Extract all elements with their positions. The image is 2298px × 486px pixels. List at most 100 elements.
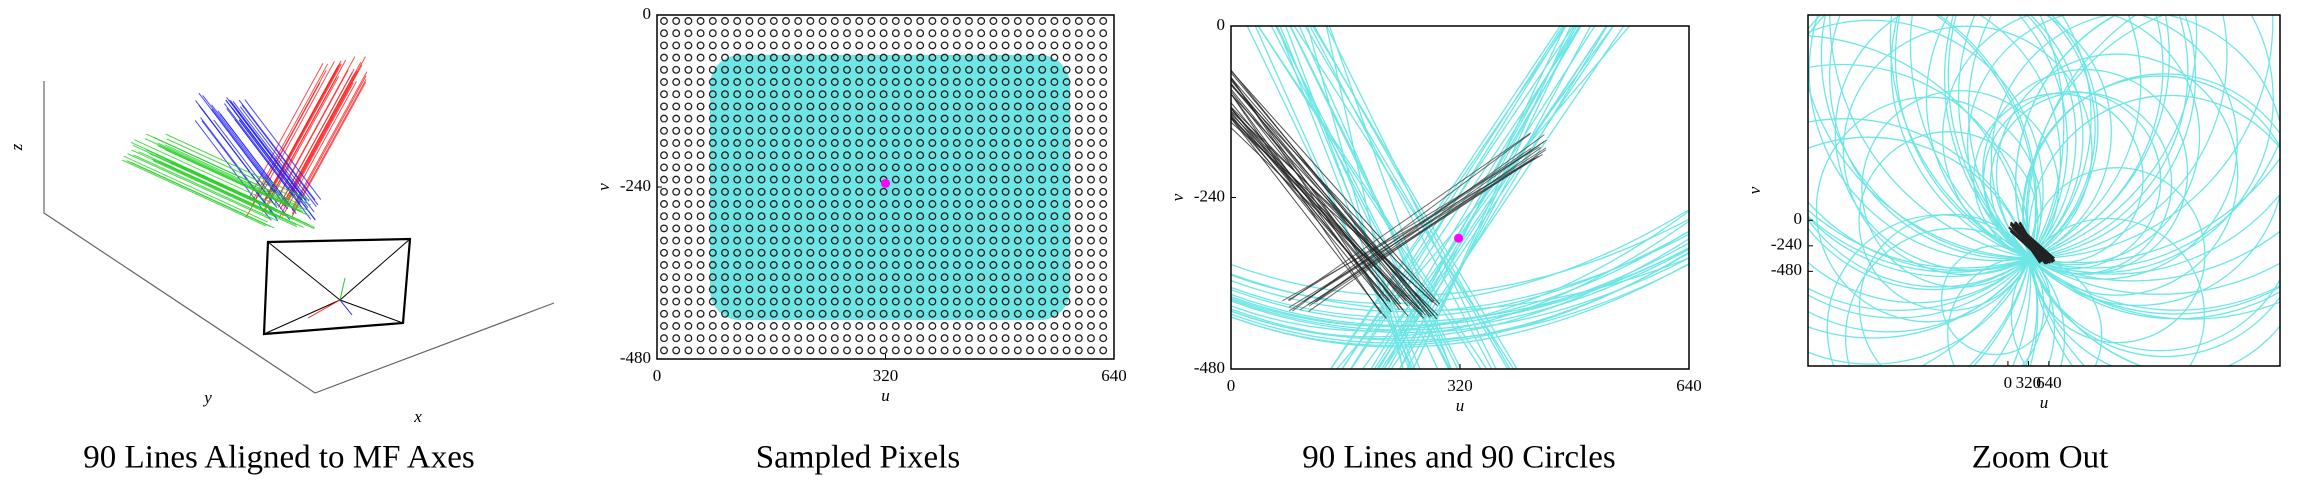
pixel-sample: [952, 346, 961, 355]
pixel-sample: [769, 334, 778, 343]
pixel-sample: [672, 175, 681, 184]
pixel-sample: [794, 273, 803, 282]
pixel-sample: [745, 175, 754, 184]
y-tick-label: -480: [620, 348, 651, 367]
cyan-circle: [1231, 218, 1689, 297]
pixel-sample: [1074, 90, 1083, 99]
pixel-sample: [1001, 346, 1010, 355]
pixel-sample: [989, 346, 998, 355]
pixel-sample: [721, 273, 729, 282]
cyan-circle: [1808, 15, 2164, 272]
pixel-sample: [757, 224, 766, 233]
pixel-sample: [708, 175, 717, 184]
pixel-sample: [879, 212, 888, 221]
pixel-sample: [684, 297, 693, 306]
pixel-sample: [684, 102, 693, 111]
pixel-sample: [891, 114, 900, 123]
pixel-sample: [1001, 65, 1010, 74]
pixel-sample: [769, 163, 778, 172]
pixel-sample: [818, 285, 827, 294]
pixel-sample: [940, 78, 949, 86]
pixel-sample: [952, 65, 961, 74]
pixel-sample: [806, 224, 815, 233]
mf-line: [153, 136, 298, 204]
mf-line: [217, 110, 295, 212]
pixel-sample: [940, 212, 949, 221]
pixel-sample: [672, 285, 681, 294]
pixel-sample: [806, 273, 815, 282]
pixel-sample: [1074, 236, 1083, 245]
pixel-sample: [830, 236, 839, 245]
pixel-sample: [1013, 297, 1022, 306]
pixel-sample: [1087, 17, 1095, 25]
pixel-sample: [916, 212, 925, 221]
pixel-sample: [696, 346, 705, 355]
black-line: [1231, 117, 1391, 302]
pixel-sample: [1038, 53, 1047, 62]
pixel-sample: [830, 248, 839, 257]
frustum-edge: [339, 238, 411, 301]
pixel-sample: [684, 200, 693, 208]
pixel-sample: [757, 53, 766, 62]
pixel-sample: [806, 334, 815, 343]
pixel-sample: [1050, 53, 1059, 62]
pixel-sample: [977, 200, 986, 208]
pixel-sample: [879, 346, 888, 355]
pixel-sample: [928, 175, 937, 184]
pixel-sample: [1087, 78, 1095, 86]
pixel-sample: [696, 151, 705, 160]
pixel-sample: [1001, 248, 1010, 257]
pixel-sample: [952, 29, 961, 38]
pixel-sample: [1074, 248, 1083, 257]
cyan-circle: [1808, 19, 2044, 365]
pixel-sample: [928, 248, 937, 257]
pixel-sample: [1099, 248, 1108, 257]
pixel-sample: [830, 261, 839, 269]
pixel-sample: [782, 248, 790, 257]
pixel-sample: [745, 261, 754, 269]
pixel-sample: [794, 29, 803, 38]
pixel-sample: [1099, 90, 1108, 99]
pixel-sample: [1013, 248, 1022, 257]
mf-line: [152, 160, 298, 228]
pixel-sample: [879, 236, 888, 245]
pixel-sample: [1062, 322, 1071, 330]
pixel-sample: [1026, 309, 1034, 318]
pixel-sample: [782, 17, 790, 25]
pixel-sample: [806, 163, 815, 172]
pixel-sample: [696, 285, 705, 294]
pixel-sample: [818, 126, 827, 135]
cyan-circle: [1829, 15, 2280, 264]
pixel-sample: [769, 285, 778, 294]
pixel-sample: [794, 53, 803, 62]
mf-line: [232, 100, 310, 202]
pixel-sample: [1013, 322, 1022, 330]
pixel-sample: [904, 29, 912, 38]
pixel-sample: [684, 322, 693, 330]
x-tick-label: 320: [873, 366, 899, 385]
pixel-sample: [672, 53, 681, 62]
pixel-sample: [843, 224, 851, 233]
pixel-sample: [830, 102, 839, 111]
pixel-sample: [1062, 346, 1071, 355]
pixel-sample: [721, 236, 729, 245]
cyan-line: [1390, 26, 1625, 369]
pixel-sample: [977, 29, 986, 38]
mf-line: [202, 95, 280, 196]
black-line: [1231, 102, 1404, 311]
pixel-sample: [989, 212, 998, 221]
pixel-sample: [1026, 346, 1034, 355]
pixel-sample: [794, 224, 803, 233]
pixel-sample: [733, 90, 742, 99]
pixel-sample: [696, 212, 705, 221]
pixel-sample: [940, 151, 949, 160]
pixel-sample: [1013, 126, 1022, 135]
cyan-circle: [1231, 210, 1689, 332]
mf-line: [260, 61, 335, 197]
highlight-point: [881, 178, 890, 188]
panel-3d: z y x: [7, 56, 555, 426]
pixel-sample: [769, 248, 778, 257]
pixel-sample: [769, 90, 778, 99]
pixel-sample: [1050, 163, 1059, 172]
pixel-sample: [672, 200, 681, 208]
